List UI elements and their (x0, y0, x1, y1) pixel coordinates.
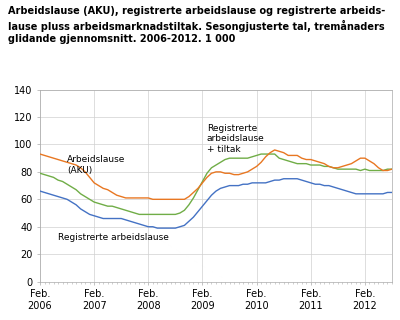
Text: Arbeidslause (AKU), registrerte arbeidslause og registrerte arbeids-
lause pluss: Arbeidslause (AKU), registrerte arbeidsl… (8, 6, 385, 44)
Text: Registrerte
arbeidslause
+ tiltak: Registrerte arbeidslause + tiltak (207, 124, 265, 154)
Text: Arbeidslause
(AKU): Arbeidslause (AKU) (67, 155, 126, 175)
Text: Registrerte arbeidslause: Registrerte arbeidslause (58, 233, 169, 242)
